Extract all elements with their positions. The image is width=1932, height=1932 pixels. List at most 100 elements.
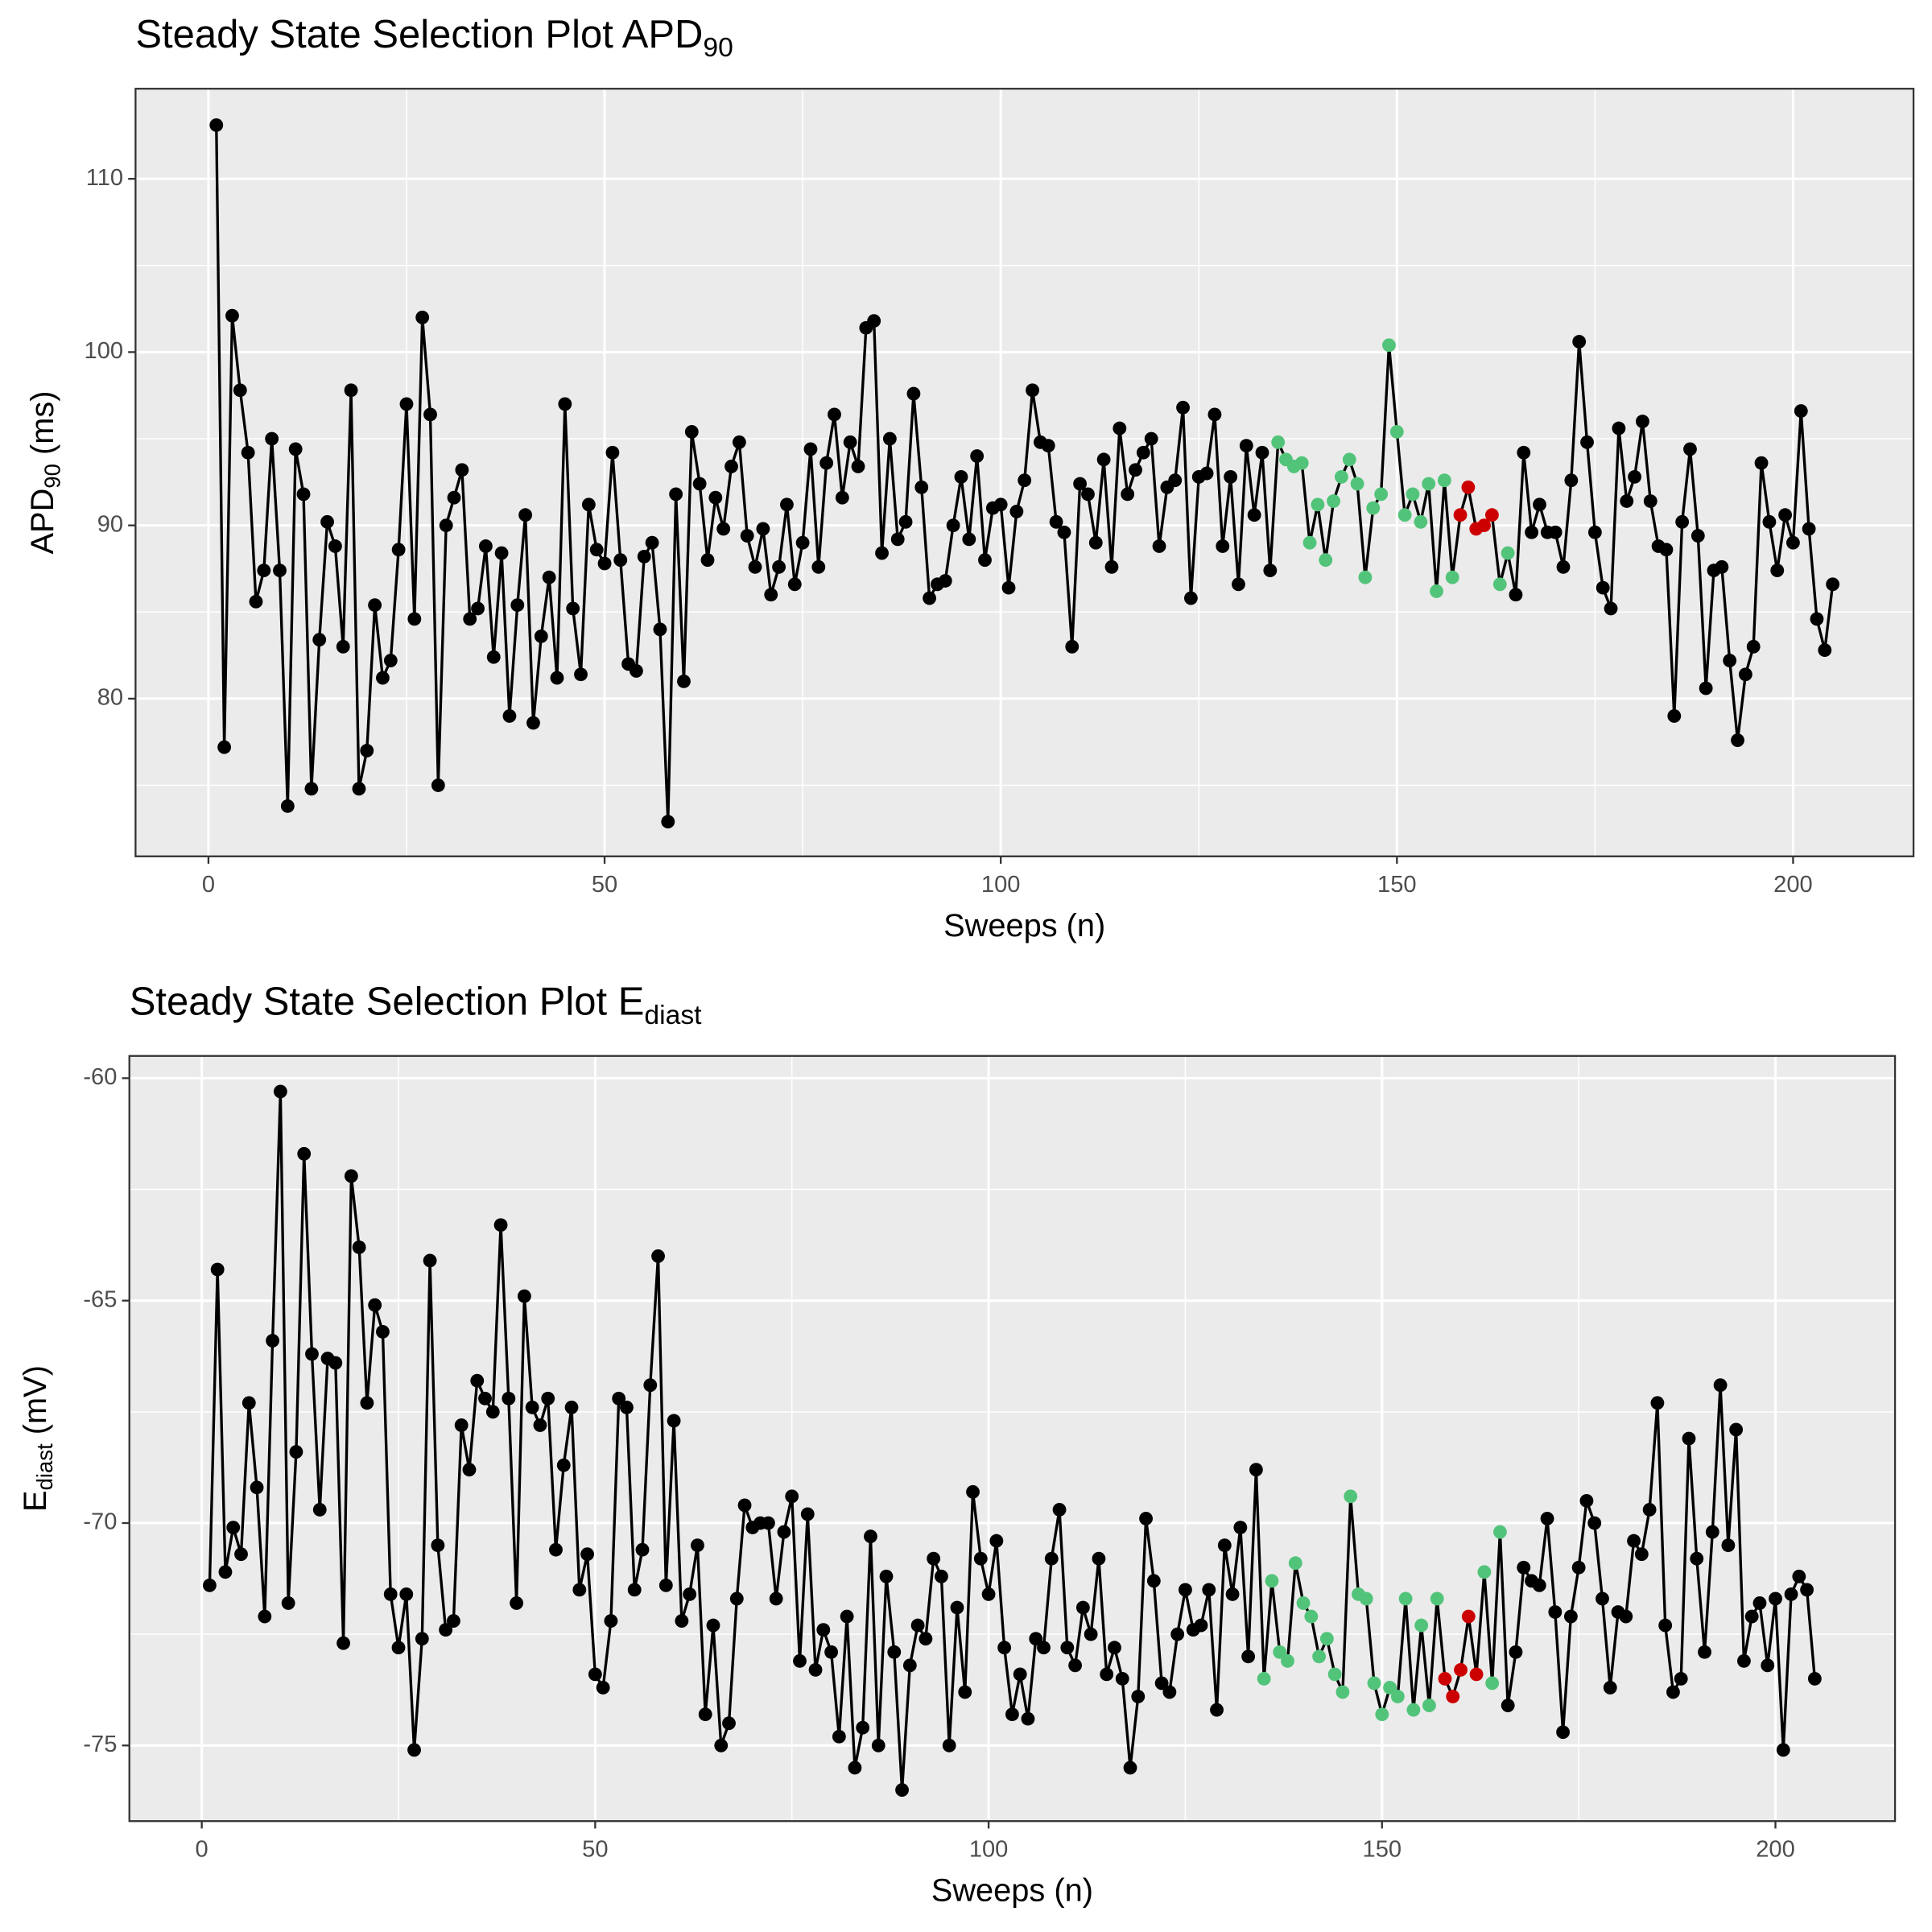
- data-point: [1603, 1681, 1617, 1695]
- data-point: [218, 1565, 233, 1579]
- data-point: [1121, 487, 1135, 502]
- data-point: [700, 553, 715, 568]
- data-point: [1746, 639, 1761, 654]
- data-point: [698, 1707, 712, 1722]
- data-point: [1247, 508, 1261, 522]
- data-point: [289, 1445, 303, 1459]
- data-point: [1776, 1743, 1790, 1757]
- data-point: [1807, 1671, 1822, 1686]
- data-point: [550, 671, 564, 685]
- data-point: [1273, 1645, 1287, 1659]
- data-point: [494, 546, 509, 560]
- data-point: [1263, 564, 1278, 578]
- data-point: [533, 1418, 547, 1432]
- data-point: [1437, 473, 1451, 488]
- data-point: [993, 497, 1008, 512]
- data-point: [645, 535, 659, 550]
- data-point: [344, 383, 358, 398]
- data-point: [851, 460, 865, 473]
- data-point: [1021, 1711, 1035, 1726]
- data-point: [1176, 400, 1190, 415]
- x-tick-label: 150: [1363, 1837, 1402, 1863]
- data-point: [1556, 1725, 1571, 1740]
- data-point: [1108, 1641, 1121, 1655]
- data-point: [1312, 1649, 1327, 1664]
- data-point: [1572, 335, 1587, 349]
- data-point: [1081, 487, 1095, 502]
- data-point: [871, 1738, 886, 1752]
- data-point: [281, 1596, 295, 1610]
- data-point: [1406, 487, 1420, 502]
- data-point: [1517, 1560, 1531, 1575]
- x-axis-title: Sweeps (n): [943, 908, 1105, 943]
- data-point: [431, 778, 445, 792]
- data-point: [923, 591, 937, 605]
- data-point: [1136, 445, 1150, 460]
- data-point: [613, 553, 628, 568]
- data-point: [1736, 1653, 1751, 1668]
- data-point: [580, 1547, 595, 1562]
- data-point: [803, 442, 818, 456]
- data-point: [898, 514, 913, 529]
- data-point: [1792, 1569, 1806, 1583]
- data-point: [391, 543, 406, 557]
- data-point: [1564, 473, 1579, 488]
- data-point: [620, 1400, 634, 1414]
- data-point: [808, 1662, 823, 1677]
- data-point: [1453, 508, 1468, 522]
- data-point: [1233, 1521, 1248, 1534]
- data-point: [471, 601, 485, 616]
- y-axis-title-text: APD: [25, 489, 60, 555]
- data-point: [493, 1218, 508, 1232]
- data-point: [249, 594, 263, 609]
- data-point: [234, 1547, 248, 1562]
- data-point: [431, 1538, 445, 1553]
- data-point: [1375, 1707, 1389, 1722]
- data-point: [793, 1653, 807, 1668]
- data-point: [1152, 539, 1166, 553]
- data-point: [1690, 1551, 1704, 1566]
- data-point: [518, 508, 533, 522]
- data-point: [556, 1458, 571, 1472]
- data-point: [447, 490, 461, 505]
- panel: -75 -70 -65 -60 0 50 100 150 200 Sweeps (n) Ediast…: [17, 980, 1897, 1909]
- data-point: [1304, 1609, 1319, 1624]
- data-point: [502, 709, 517, 723]
- data-point: [478, 1391, 492, 1406]
- data-point: [1784, 1587, 1798, 1601]
- data-point: [1454, 1662, 1468, 1677]
- data-point: [1723, 654, 1737, 667]
- data-point: [1350, 477, 1364, 491]
- data-point: [1162, 1685, 1177, 1699]
- data-point: [1144, 431, 1158, 446]
- data-point: [1359, 1591, 1373, 1606]
- data-point: [376, 1324, 390, 1339]
- data-point: [455, 463, 469, 477]
- data-point: [1009, 505, 1024, 518]
- y-axis-title: APD90 (ms): [25, 390, 65, 554]
- data-point: [1438, 1671, 1452, 1686]
- data-point: [1713, 1378, 1728, 1393]
- data-point: [840, 1609, 854, 1624]
- data-point: [1548, 1605, 1563, 1619]
- data-point: [1179, 1583, 1192, 1597]
- data-point: [439, 1623, 453, 1637]
- data-point: [368, 1298, 382, 1312]
- data-point: [1620, 494, 1634, 508]
- data-point: [1738, 667, 1752, 682]
- data-point: [1818, 643, 1832, 658]
- data-point: [439, 518, 453, 533]
- data-point: [1674, 1671, 1688, 1686]
- data-point: [1342, 452, 1356, 467]
- data-point: [1627, 1534, 1641, 1548]
- data-point: [360, 744, 374, 758]
- data-point: [1604, 601, 1618, 616]
- data-point: [566, 601, 580, 616]
- data-point: [637, 549, 651, 564]
- y-axis-title-subscript: 90: [40, 464, 65, 489]
- data-point: [780, 497, 794, 512]
- data-point: [935, 1569, 948, 1583]
- data-point: [446, 1614, 460, 1628]
- data-point: [1390, 1690, 1405, 1703]
